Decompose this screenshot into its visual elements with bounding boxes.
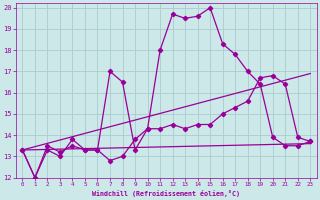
X-axis label: Windchill (Refroidissement éolien,°C): Windchill (Refroidissement éolien,°C) (92, 190, 240, 197)
